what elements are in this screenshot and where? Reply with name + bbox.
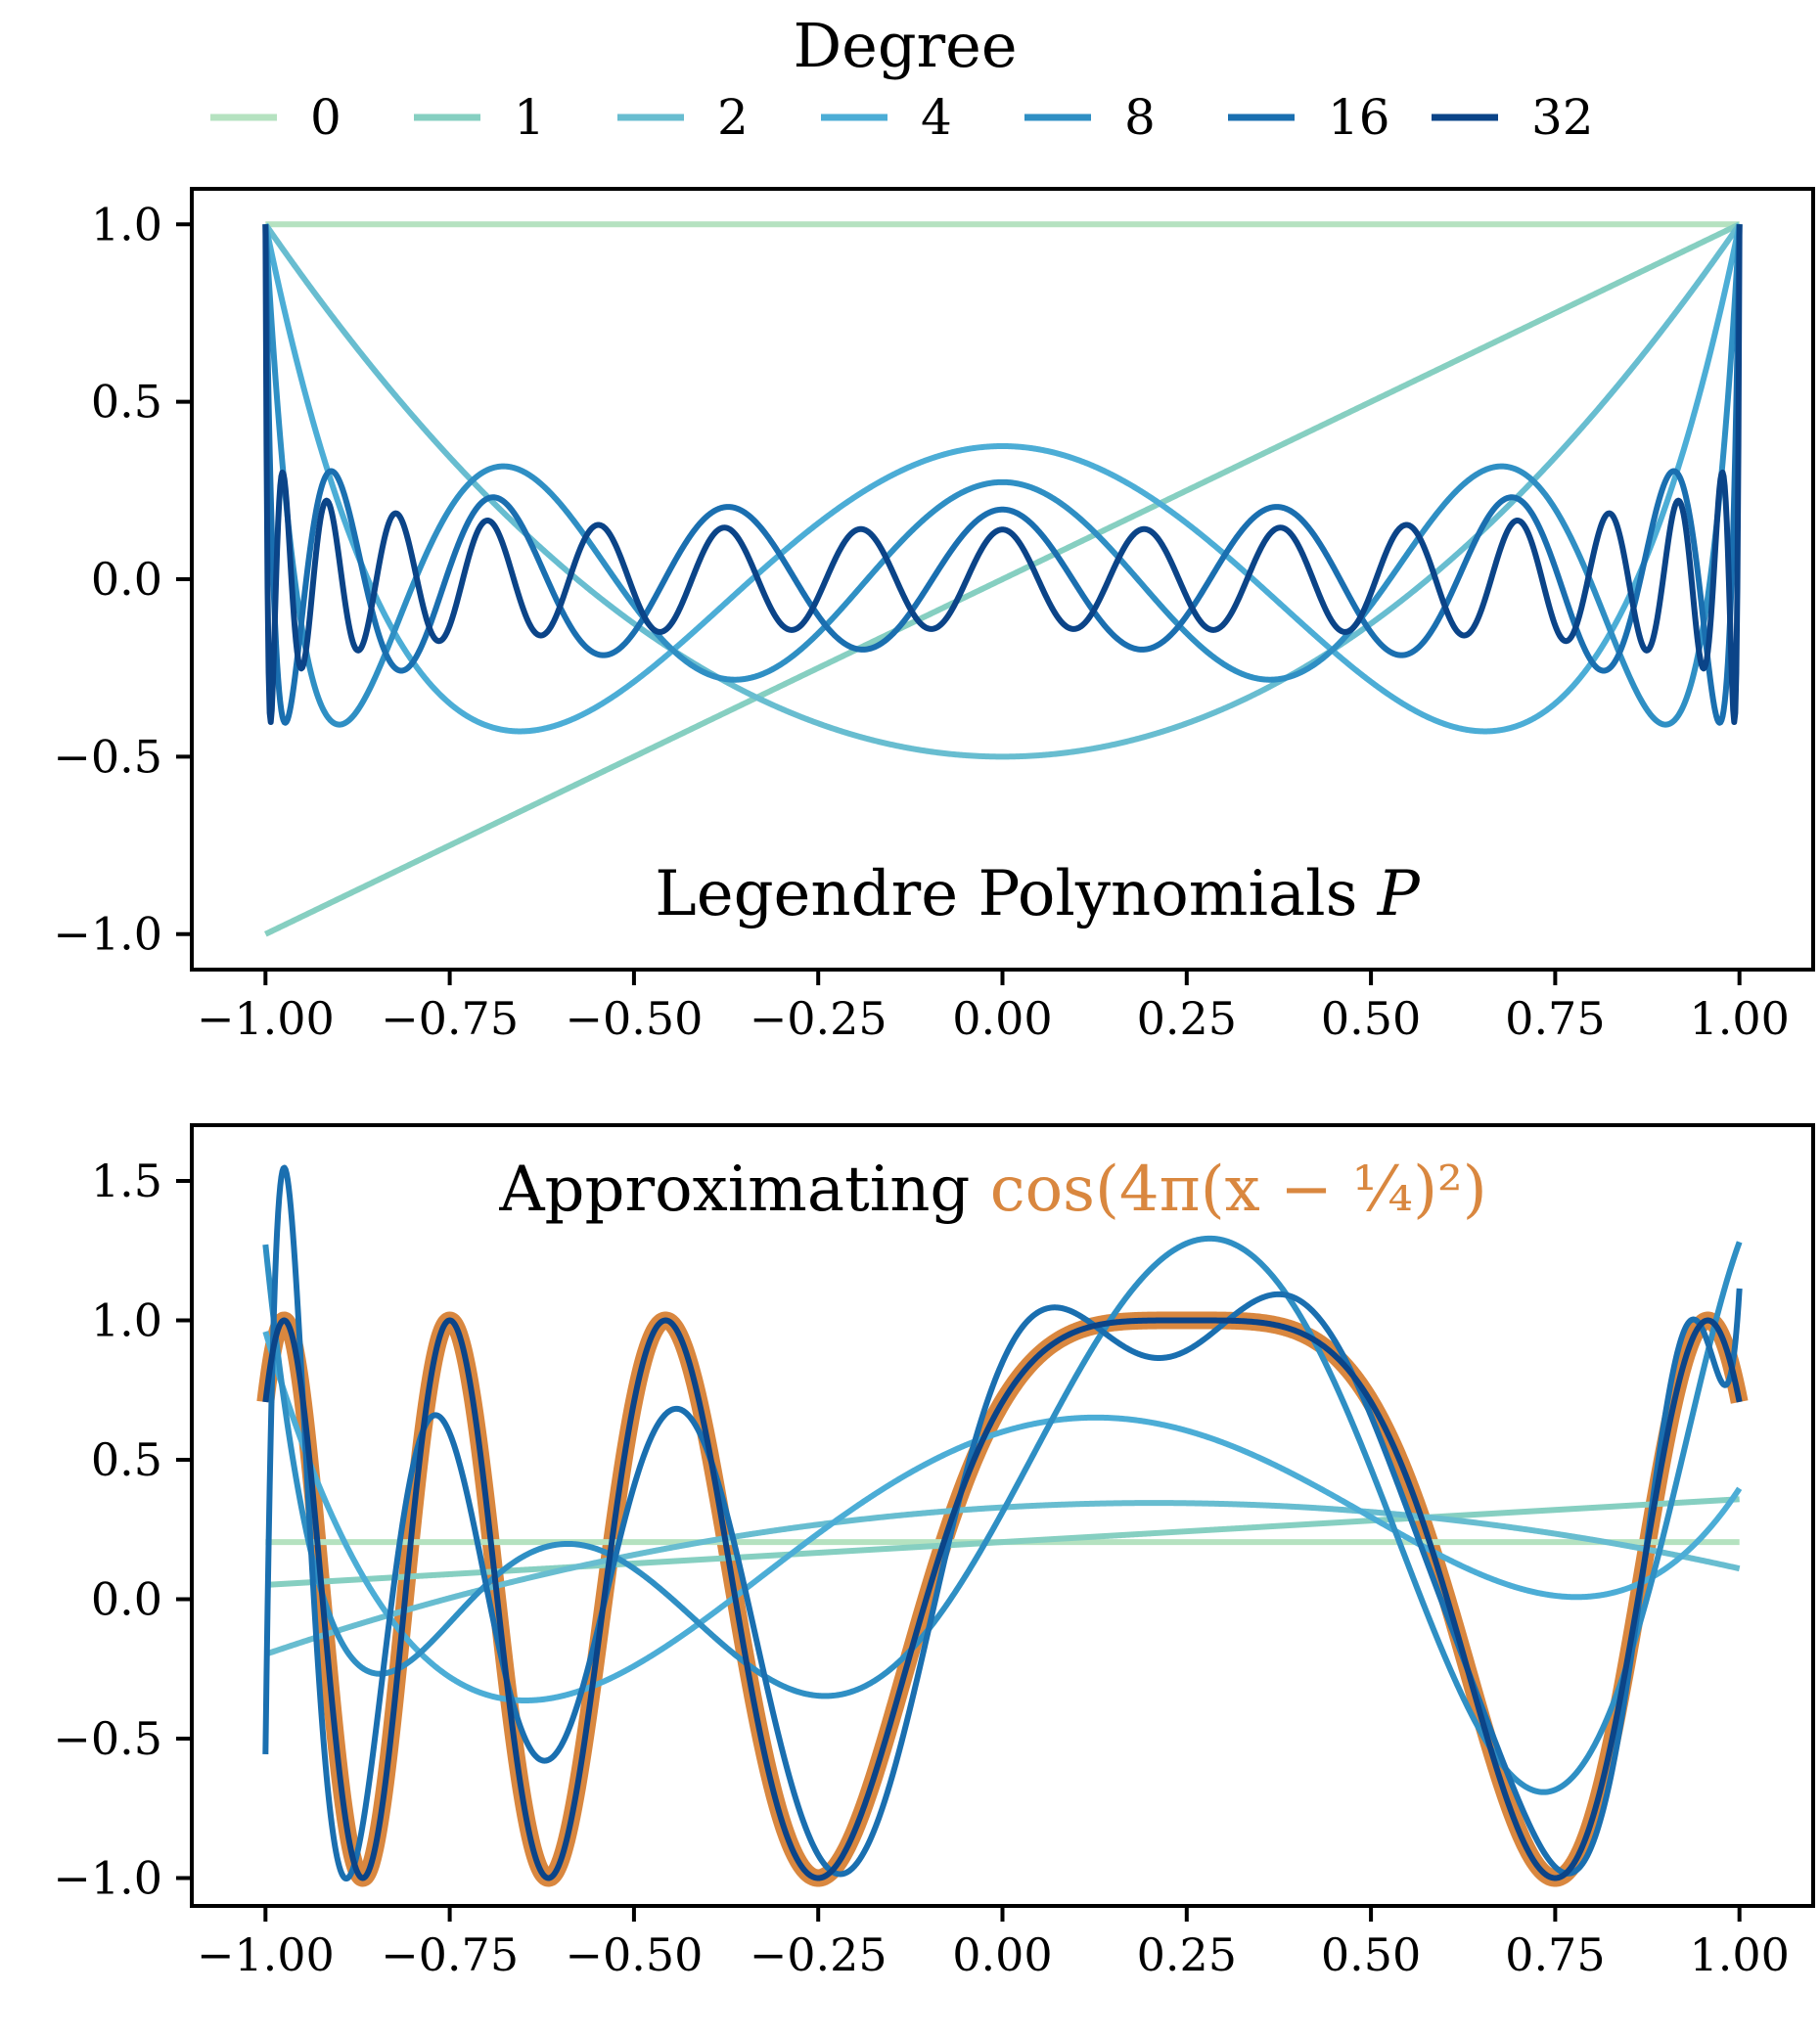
legendre-xtick-label: 0.75 (1505, 992, 1605, 1045)
legendre-xtick-label: 0.50 (1321, 992, 1421, 1045)
legendre-ytick-label: −0.5 (53, 730, 162, 783)
legend: Degree 0 1 2 4 8 16 32 (210, 10, 1594, 146)
legend-label-4: 4 (921, 89, 952, 146)
legendre-xtick-label: −0.75 (381, 992, 519, 1045)
approximation-curves (256, 1164, 1749, 1887)
approximation-title-formula: cos(4π(x − ¹⁄₄)²) (990, 1154, 1487, 1226)
legendre-curves (262, 221, 1743, 937)
approximation-x-ticks: −1.00 −0.75 −0.50 −0.25 0.00 0.25 0.50 0.75 1.00 (197, 1906, 1790, 1981)
approximation-xtick-label: 0.25 (1137, 1928, 1237, 1981)
legend-label-1: 1 (514, 89, 545, 146)
approximation-xtick-label: 1.00 (1689, 1928, 1789, 1981)
legendre-series-32 (262, 224, 1743, 726)
legendre-panel: −1.00 −0.75 −0.50 −0.25 0.00 0.25 0.50 0.75 1.00… (53, 187, 1815, 1045)
legend-entries: 0 1 2 4 8 16 32 (210, 89, 1594, 146)
legend-label-8: 8 (1124, 89, 1156, 146)
legend-label-32: 32 (1531, 89, 1594, 146)
legendre-series-4 (262, 223, 1743, 735)
legendre-ytick-label: 0.0 (91, 553, 162, 606)
approximation-panel-title: Approximating cos(4π(x − ¹⁄₄)²) (498, 1154, 1486, 1226)
legend-label-2: 2 (717, 89, 749, 146)
legendre-panel-title: Legendre Polynomials P (655, 858, 1421, 930)
approximation-xtick-label: 0.50 (1321, 1928, 1421, 1981)
legendre-series-8 (262, 224, 1743, 728)
approximation-xtick-label: 0.75 (1505, 1928, 1605, 1981)
approximation-xtick-label: −0.75 (381, 1928, 519, 1981)
approximation-xtick-label: −1.00 (197, 1928, 335, 1981)
legend-label-16: 16 (1328, 89, 1390, 146)
legendre-xtick-label: −1.00 (197, 992, 335, 1045)
legendre-series-1 (263, 221, 1742, 937)
legendre-y-ticks: 1.0 0.5 0.0 −0.5 −1.0 (53, 198, 192, 961)
legendre-series-2 (262, 222, 1743, 760)
approximation-ytick-label: 0.0 (91, 1573, 162, 1626)
legendre-ytick-label: 1.0 (91, 198, 162, 250)
approximation-title-prefix: Approximating (498, 1154, 970, 1226)
approximation-series-32 (262, 1317, 1743, 1881)
approximation-ytick-label: −0.5 (53, 1712, 162, 1765)
approximation-xtick-label: 0.00 (952, 1928, 1052, 1981)
legendre-ytick-label: 0.5 (91, 376, 162, 429)
legendre-ytick-label: −1.0 (53, 908, 162, 961)
legendre-xtick-label: 0.00 (952, 992, 1052, 1045)
approximation-ytick-label: 1.0 (91, 1294, 162, 1347)
approximation-ytick-label: −1.0 (53, 1852, 162, 1905)
legendre-xtick-label: 0.25 (1137, 992, 1237, 1045)
approximation-xtick-label: −0.50 (565, 1928, 703, 1981)
approximation-ytick-label: 0.5 (91, 1433, 162, 1486)
approximation-ytick-label: 1.5 (91, 1155, 162, 1207)
legendre-x-ticks: −1.00 −0.75 −0.50 −0.25 0.00 0.25 0.50 0.75 1.00 (197, 970, 1790, 1045)
legendre-title-symbol: P (1377, 858, 1421, 930)
legendre-xtick-label: −0.50 (565, 992, 703, 1045)
legendre-xtick-label: 1.00 (1689, 992, 1789, 1045)
legendre-title-text: Legendre Polynomials (655, 858, 1357, 930)
legendre-series-16 (262, 224, 1743, 726)
legend-title: Degree (793, 10, 1017, 81)
approximation-y-ticks: 1.5 1.0 0.5 0.0 −0.5 −1.0 (53, 1155, 192, 1905)
approximation-panel: −1.00 −0.75 −0.50 −0.25 0.00 0.25 0.50 0.75 1.00… (53, 1123, 1815, 1981)
legendre-xtick-label: −0.25 (750, 992, 887, 1045)
approximation-series-1 (263, 1496, 1742, 1588)
approximation-xtick-label: −0.25 (750, 1928, 887, 1981)
legend-label-0: 0 (310, 89, 341, 146)
